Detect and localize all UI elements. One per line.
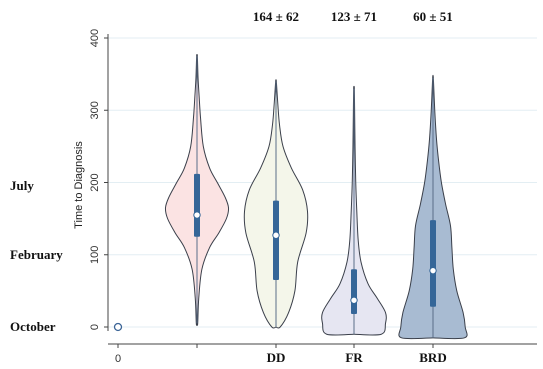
group-stat-label: 123 ± 71 — [331, 9, 377, 24]
violin-0 — [113, 322, 123, 332]
month-label: February — [10, 247, 63, 262]
violin-FR — [321, 85, 387, 336]
group-stat-label: 60 ± 51 — [413, 9, 453, 24]
month-label: October — [10, 319, 56, 334]
x-tick-label: DD — [267, 350, 286, 365]
violin-median-point — [272, 231, 280, 239]
violins — [113, 53, 468, 340]
y-tick-label: 100 — [89, 246, 101, 264]
month-label: July — [10, 178, 34, 193]
y-tick-label: 300 — [89, 101, 101, 119]
violin-iqr-box — [430, 220, 436, 307]
y-tick-label: 400 — [89, 29, 101, 47]
violin-unlabeled — [164, 53, 230, 326]
violin-median-point — [193, 211, 201, 219]
y-axis-title: Time to Diagnosis — [73, 141, 85, 229]
violin-iqr-box — [194, 173, 200, 237]
violin-median-point — [350, 296, 358, 304]
violin-BRD — [398, 74, 468, 340]
labels: July February October 164 ± 62 123 ± 71 60 ± … — [10, 9, 453, 334]
group-stat-label: 164 ± 62 — [253, 9, 299, 24]
grid-lines — [108, 37, 537, 328]
x-tick-label: 0 — [115, 353, 121, 365]
violin-DD — [243, 79, 309, 329]
y-tick-label: 200 — [89, 173, 101, 191]
x-tick-label: BRD — [419, 350, 446, 365]
y-tick-label: 0 — [89, 324, 101, 330]
axes: 0 100 200 300 400 Time to Diagnosis 0 DD FR BRD — [73, 29, 537, 365]
x-tick-label: FR — [345, 350, 363, 365]
violin-median-point — [113, 322, 123, 332]
violin-iqr-box — [273, 200, 279, 281]
violin-median-point — [429, 266, 437, 275]
violin-iqr-box — [351, 269, 357, 314]
